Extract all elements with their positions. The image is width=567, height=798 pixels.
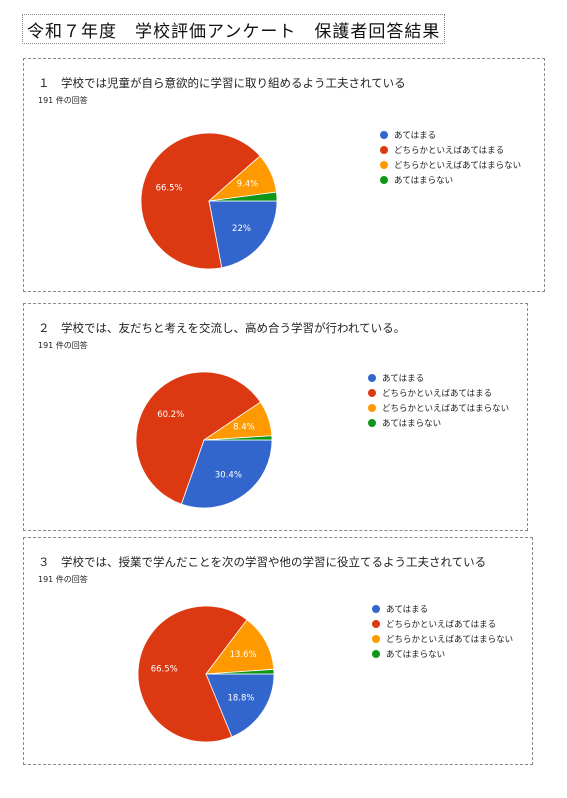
- legend-label: あてはまる: [382, 373, 425, 384]
- data-label: 22%: [232, 224, 251, 234]
- slice-atehamaru: [205, 673, 275, 738]
- slice-atehamaranai: [203, 435, 273, 441]
- data-label: 66.5%: [156, 183, 183, 193]
- legend-label: どちらかといえばあてはまらない: [382, 403, 510, 414]
- legend-label: どちらかといえばあてはまる: [394, 145, 505, 156]
- data-label: 8.4%: [233, 423, 255, 433]
- legend-item: どちらかといえばあてはまらない: [380, 157, 521, 172]
- chart-legend: あてはまるどちらかといえばあてはまるどちらかといえばあてはまらない あてはまらない: [372, 601, 513, 661]
- survey-panel-3: ３ 学校では、授業で学んだことを次の学習や他の学習に役立てるよう工夫されている …: [23, 537, 533, 765]
- chart-legend: あてはまるどちらかといえばあてはまるどちらかといえばあてはまらない あてはまらない: [368, 370, 509, 430]
- legend-label: どちらかといえばあてはまる: [386, 619, 497, 630]
- slice-dochiraka-atehamaru: [135, 371, 262, 505]
- legend-swatch: [372, 619, 380, 628]
- legend-swatch: [380, 175, 388, 184]
- data-label: 13.6%: [230, 650, 257, 660]
- legend-label: どちらかといえばあてはまらない: [394, 160, 522, 171]
- legend-swatch: [380, 130, 388, 139]
- legend-swatch: [372, 604, 380, 613]
- legend-swatch: [372, 634, 380, 643]
- legend-item: どちらかといえばあてはまる: [368, 385, 509, 400]
- question-title: １ 学校では児童が自ら意欲的に学習に取り組めるよう工夫されている: [38, 76, 406, 90]
- slice-dochiraka-atehamaru: [140, 132, 261, 270]
- legend-swatch: [368, 418, 376, 427]
- legend-swatch: [368, 403, 376, 412]
- slice-atehamaranai: [205, 668, 275, 675]
- legend-swatch: [368, 373, 376, 382]
- legend-item: どちらかといえばあてはまらない: [368, 400, 509, 415]
- legend-item: あてはまらない: [380, 172, 521, 187]
- legend-label: あてはまらない: [386, 649, 446, 660]
- response-count: 191 件の回答: [38, 341, 88, 350]
- response-count: 191 件の回答: [38, 575, 88, 584]
- pie-chart: 30.4% 60.2% 8.4%: [135, 371, 273, 509]
- data-label: 60.2%: [157, 410, 184, 420]
- legend-label: あてはまらない: [382, 418, 442, 429]
- legend-item: どちらかといえばあてはまらない: [372, 631, 513, 646]
- legend-item: あてはまる: [368, 370, 509, 385]
- slice-dochiraka-atehamaru: [137, 605, 248, 743]
- legend-item: あてはまる: [380, 127, 521, 142]
- slice-atehamaru: [208, 200, 278, 269]
- question-title: ２ 学校では、友だちと考えを交流し、高め合う学習が行われている。: [38, 321, 406, 335]
- legend-swatch: [368, 388, 376, 397]
- legend-item: あてはまらない: [372, 646, 513, 661]
- legend-swatch: [372, 649, 380, 658]
- data-label: 9.4%: [237, 180, 259, 190]
- legend-item: あてはまる: [372, 601, 513, 616]
- pie-chart: 22% 66.5% 9.4%: [140, 132, 278, 270]
- legend-label: どちらかといえばあてはまる: [382, 388, 493, 399]
- survey-panel-1: １ 学校では児童が自ら意欲的に学習に取り組めるよう工夫されている 191 件の回…: [23, 58, 545, 292]
- legend-label: どちらかといえばあてはまらない: [386, 634, 514, 645]
- legend-item: あてはまらない: [368, 415, 509, 430]
- response-count: 191 件の回答: [38, 96, 88, 105]
- data-label: 66.5%: [151, 665, 178, 675]
- slice-dochiraka-atehamaranai: [205, 619, 275, 675]
- legend-label: あてはまらない: [394, 175, 454, 186]
- data-label: 18.8%: [227, 694, 254, 704]
- legend-label: あてはまる: [394, 130, 437, 141]
- slice-atehamaranai: [208, 191, 278, 202]
- chart-legend: あてはまるどちらかといえばあてはまるどちらかといえばあてはまらない あてはまらない: [380, 127, 521, 187]
- legend-item: どちらかといえばあてはまる: [372, 616, 513, 631]
- legend-item: どちらかといえばあてはまる: [380, 142, 521, 157]
- pie-chart: 18.8% 66.5% 13.6%: [137, 605, 275, 743]
- slice-atehamaru: [180, 439, 273, 509]
- survey-panel-2: ２ 学校では、友だちと考えを交流し、高め合う学習が行われている。 191 件の回…: [23, 303, 528, 531]
- legend-swatch: [380, 145, 388, 154]
- legend-label: あてはまる: [386, 604, 429, 615]
- document-title: 令和７年度 学校評価アンケート 保護者回答結果: [22, 14, 446, 44]
- question-title: ３ 学校では、授業で学んだことを次の学習や他の学習に役立てるよう工夫されている: [38, 555, 487, 569]
- legend-swatch: [380, 160, 388, 169]
- data-label: 30.4%: [215, 470, 242, 480]
